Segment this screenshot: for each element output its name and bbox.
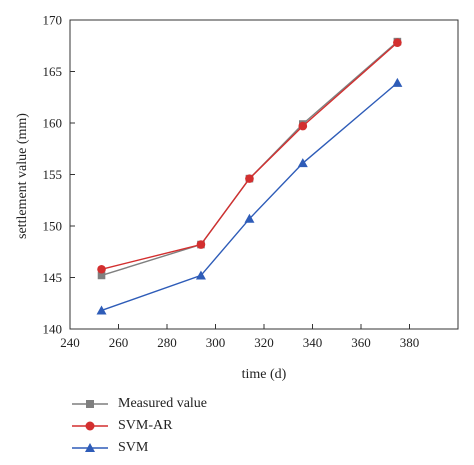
x-tick-label: 320 [254,335,274,350]
y-tick-label: 160 [43,116,63,131]
x-axis-title: time (d) [242,367,287,382]
series-line-measured-value [101,41,398,277]
y-tick-label: 145 [43,270,63,285]
x-tick-label: 380 [400,335,420,350]
data-point-svm-ar [393,38,402,47]
data-point-svm [96,305,107,315]
data-point-svm-ar [196,240,206,249]
data-point-svm [392,77,403,87]
axes: 240 260 280 300 320 340 360 380 140 145 150 155 160 1… [43,13,459,350]
series-measured-value [97,37,402,280]
legend: Measured value SVM-AR SVM [70,393,207,459]
x-tick-label: 260 [109,335,129,350]
series-line-svm [101,82,398,312]
legend-swatch-svm-ar [72,421,108,431]
data-point-svm-ar [245,174,254,183]
y-tick-label: 170 [43,13,63,28]
data-point-svm-ar [97,264,106,274]
y-tick-label: 140 [43,322,63,337]
data-point-svm-ar [298,121,308,131]
plot-frame [69,19,459,330]
legend-label-measured: Measured value [118,396,208,411]
legend-label-svm: SVM [118,440,149,455]
x-tick-label: 280 [157,335,177,350]
x-tick-label: 300 [206,335,226,350]
data-point-svm [244,213,255,223]
legend-label-svm-ar: SVM-AR [118,418,173,433]
data-point-measured-value [97,271,106,280]
x-tick-label: 240 [60,335,80,350]
series-layer [96,37,403,315]
x-tick-label: 360 [351,335,371,350]
legend-item-measured: Measured value [70,393,207,415]
series-line-svm-ar [101,42,398,270]
legend-swatch-svm [72,443,108,452]
legend-item-svm: SVM [70,437,207,459]
series-svm [96,77,403,315]
series-svm-ar [97,38,402,274]
y-tick-label: 150 [43,219,63,234]
y-tick-label: 155 [43,167,63,182]
y-axis-title: settlement value (mm) [15,113,30,239]
chart: 240 260 280 300 320 340 360 380 140 145 150 155 160 1… [15,13,459,382]
data-point-svm [297,158,308,168]
data-point-svm [195,270,206,280]
legend-item-svm-ar: SVM-AR [70,415,207,437]
x-tick-label: 340 [303,335,323,350]
y-tick-label: 165 [43,64,63,79]
legend-swatch-measured [72,400,108,408]
